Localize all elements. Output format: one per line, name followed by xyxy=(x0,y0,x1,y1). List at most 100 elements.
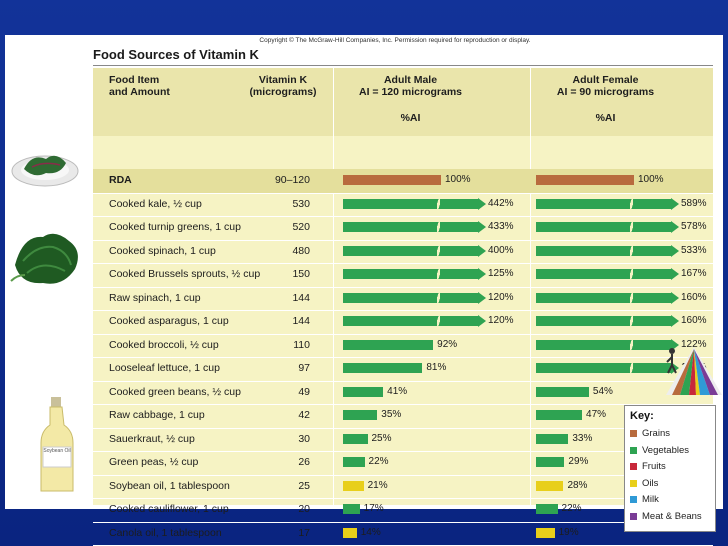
female-bar-arrow-8 xyxy=(671,362,679,374)
female-bar-11 xyxy=(536,433,569,444)
legend-label: Vegetables xyxy=(642,444,690,456)
header-vitk-line1: Vitamin K xyxy=(258,74,308,86)
vitamin-k-amount-3: 480 xyxy=(292,244,310,257)
soybean-oil-bottle-image xyxy=(40,397,74,492)
male-bar-break-3 xyxy=(437,243,440,258)
table-row: Canola oil, 1 tablespoon 17 14% 19% xyxy=(93,522,713,546)
female-pct-label-5: 160% xyxy=(681,291,707,303)
male-bar-arrow-2 xyxy=(478,221,486,233)
male-pct-label-5: 120% xyxy=(488,291,514,303)
header-food-line1: Food Item xyxy=(109,74,160,86)
male-pct-label-9: 41% xyxy=(387,385,408,397)
female-bar-4 xyxy=(536,269,671,279)
table-row: Cooked cauliflower, 1 cup 20 17% 22% xyxy=(93,498,713,523)
header-vitk-line2: (micrograms) xyxy=(249,86,317,98)
vitamin-k-amount-8: 97 xyxy=(298,362,310,374)
column-divider-2 xyxy=(530,68,531,505)
vitamin-k-amount-13: 25 xyxy=(298,479,310,492)
header-female-pct: %AI xyxy=(595,112,616,124)
male-pct-label-1: 442% xyxy=(488,197,514,209)
male-pct-label-6: 120% xyxy=(488,315,514,326)
male-pct-label-7: 92% xyxy=(437,338,458,350)
legend-label: Meat & Beans xyxy=(642,510,702,522)
title-divider xyxy=(93,65,713,66)
header-female-line2: AI = 90 micrograms xyxy=(556,86,655,98)
chart-title: Food Sources of Vitamin K xyxy=(93,47,259,62)
female-bar-arrow-7 xyxy=(671,338,679,351)
legend-item-vegetables: Vegetables xyxy=(630,445,689,456)
header-male-line2: AI = 120 micrograms xyxy=(358,86,462,98)
vitamin-k-amount-12: 26 xyxy=(298,456,310,468)
vitamin-k-table: Food Item and Amount Vitamin K (microgra… xyxy=(93,68,713,546)
male-pct-label-12: 22% xyxy=(368,456,389,467)
vitamin-k-amount-9: 49 xyxy=(298,385,310,398)
male-pct-label-0: 100% xyxy=(445,174,471,185)
food-name-12: Green peas, ½ cup xyxy=(109,456,199,468)
male-bar-1 xyxy=(343,198,478,209)
food-name-7: Cooked broccoli, ½ cup xyxy=(109,338,219,351)
female-pct-label-11: 33% xyxy=(572,432,593,444)
food-name-14: Cooked cauliflower, 1 cup xyxy=(109,503,229,515)
female-pct-label-1: 589% xyxy=(681,197,707,209)
legend-swatch xyxy=(630,479,637,487)
male-pct-label-4: 125% xyxy=(488,268,514,279)
female-pct-label-3: 533% xyxy=(681,244,707,256)
male-bar-5 xyxy=(343,292,478,303)
food-name-2: Cooked turnip greens, 1 cup xyxy=(109,221,241,233)
table-row: Sauerkraut, ½ cup 30 25% 33% xyxy=(93,428,713,452)
female-pct-label-10: 47% xyxy=(586,409,607,420)
food-name-0: RDA xyxy=(109,174,132,186)
male-bar-0 xyxy=(343,175,441,185)
food-name-5: Raw spinach, 1 cup xyxy=(109,291,201,304)
male-bar-arrow-1 xyxy=(478,197,486,210)
female-bar-1 xyxy=(536,198,671,209)
vitamin-k-amount-14: 20 xyxy=(298,503,310,515)
table-row: Cooked Brussels sprouts, ½ cup 150 125% 167… xyxy=(93,263,713,288)
header-female-line1: Adult Female xyxy=(572,74,639,86)
male-bar-break-5 xyxy=(437,290,440,305)
female-bar-15 xyxy=(536,527,555,538)
male-bar-4 xyxy=(343,269,478,279)
male-bar-break-6 xyxy=(437,314,440,328)
female-bar-9 xyxy=(536,386,589,397)
male-pct-label-2: 433% xyxy=(488,221,514,232)
table-row: Soybean oil, 1 tablespoon 25 21% 28% xyxy=(93,475,713,499)
female-pct-label-7: 122% xyxy=(681,338,707,350)
male-bar-break-2 xyxy=(437,220,440,234)
vitamin-k-amount-2: 520 xyxy=(292,221,310,233)
male-bar-8 xyxy=(343,363,423,373)
male-bar-2 xyxy=(343,222,478,232)
female-bar-10 xyxy=(536,410,583,420)
legend-title: Key: xyxy=(630,410,654,422)
legend-label: Fruits xyxy=(642,461,666,472)
food-name-6: Cooked asparagus, 1 cup xyxy=(109,315,229,327)
legend-label: Oils xyxy=(642,477,659,489)
male-pct-label-15: 14% xyxy=(360,526,381,538)
food-name-10: Raw cabbage, 1 cup xyxy=(109,409,205,421)
female-bar-break-6 xyxy=(630,314,633,328)
table-row: Raw cabbage, 1 cup 42 35% 47% xyxy=(93,404,713,429)
female-bar-14 xyxy=(536,504,558,514)
male-bar-arrow-3 xyxy=(478,244,486,257)
female-pct-label-0: 100% xyxy=(638,174,664,185)
table-row: Raw spinach, 1 cup 144 120% 160% xyxy=(93,287,713,311)
table-header: Food Item and Amount Vitamin K (microgra… xyxy=(93,68,713,136)
legend-item-fruits: Fruits xyxy=(630,461,666,472)
food-name-9: Cooked green beans, ½ cup xyxy=(109,385,241,398)
legend-swatch xyxy=(630,446,637,454)
male-bar-6 xyxy=(343,316,478,326)
textbook-page: Copyright © The McGraw-Hill Companies, I… xyxy=(5,35,723,546)
vitamin-k-amount-1: 530 xyxy=(292,197,310,210)
food-name-8: Looseleaf lettuce, 1 cup xyxy=(109,362,220,374)
female-bar-6 xyxy=(536,316,671,326)
table-row: Cooked asparagus, 1 cup 144 120% 160% xyxy=(93,310,713,335)
vitamin-k-amount-5: 144 xyxy=(292,291,310,304)
spinach-image xyxy=(10,233,78,284)
female-pct-label-9: 54% xyxy=(592,385,613,397)
header-male-line1: Adult Male xyxy=(383,74,438,86)
female-bar-arrow-2 xyxy=(671,221,679,233)
female-bar-break-8 xyxy=(630,361,633,375)
male-bar-9 xyxy=(343,386,384,397)
legend-swatch xyxy=(630,496,637,503)
female-bar-break-4 xyxy=(630,267,633,281)
